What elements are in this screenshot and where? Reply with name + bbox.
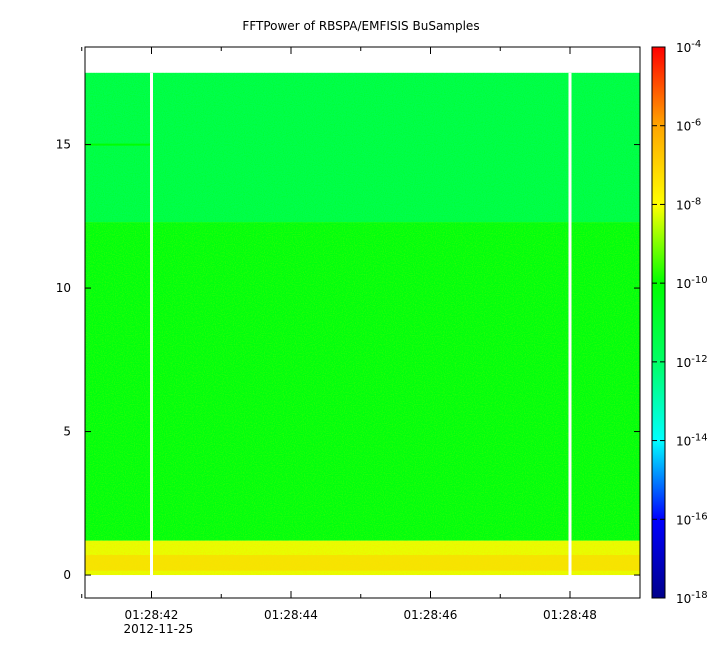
spectrogram-band-texture (85, 540, 640, 576)
x-tick-label: 01:28:44 (264, 608, 318, 622)
colorbar-tick-label: 10-18 (676, 590, 708, 606)
y-tick-label: 5 (63, 425, 71, 439)
y-axis: 0 5 10 15 (56, 138, 640, 582)
x-tick-label: 01:28:42 (125, 608, 179, 622)
x-tick-label: 01:28:48 (543, 608, 597, 622)
chart-title: FFTPower of RBSPA/EMFISIS BuSamples (242, 19, 479, 33)
spectrogram-noise (85, 72, 640, 576)
colorbar-tick-label: 10-10 (676, 275, 708, 291)
data-gap (568, 72, 572, 576)
x-tick-label: 01:28:46 (404, 608, 458, 622)
colorbar-tick-label: 10-6 (676, 118, 701, 134)
plot-frame (84, 46, 641, 599)
colorbar: 10-4 10-6 10-8 10-10 10-12 10-14 10-16 10-18 (651, 39, 708, 606)
colorbar-ticks: 10-4 10-6 10-8 10-10 10-12 10-14 10-16 10-18 (652, 39, 708, 606)
y-tick-label: 10 (56, 281, 71, 295)
spectrogram-band-texture (85, 72, 640, 223)
x-date-label: 2012-11-25 (124, 622, 194, 636)
data-gaps (150, 72, 572, 576)
colorbar-tick-label: 10-8 (676, 196, 701, 212)
y-tick-label: 0 (63, 568, 71, 582)
colorbar-tick-label: 10-4 (676, 39, 701, 55)
colorbar-tick-label: 10-12 (676, 354, 708, 370)
colorbar-bar (651, 46, 666, 599)
data-gap (150, 72, 153, 576)
colorbar-tick-label: 10-16 (676, 511, 708, 527)
spectrogram-band-texture (85, 222, 640, 541)
plot-area (84, 46, 641, 599)
colorbar-tick-label: 10-14 (676, 433, 708, 449)
y-tick-label: 15 (56, 138, 71, 152)
